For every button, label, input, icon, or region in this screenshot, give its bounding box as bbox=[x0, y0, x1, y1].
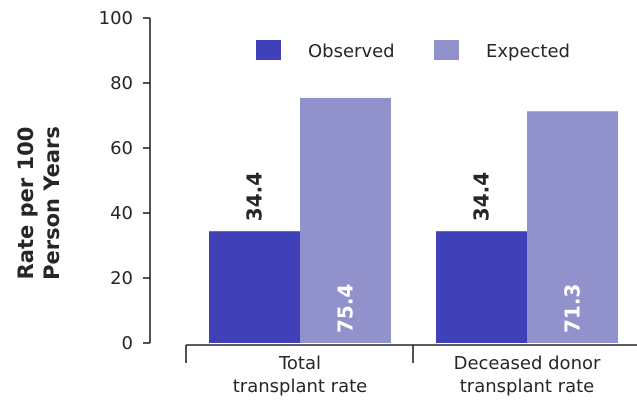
legend-label: Observed bbox=[308, 41, 395, 62]
data-label: 34.4 bbox=[470, 172, 494, 221]
legend-swatch-expected bbox=[434, 40, 459, 60]
data-label: 34.4 bbox=[243, 172, 267, 221]
bar-expected bbox=[300, 97, 391, 343]
bar-observed bbox=[209, 231, 300, 343]
y-tick-label: 80 bbox=[110, 73, 133, 94]
y-axis-label: Person Years bbox=[40, 126, 64, 280]
y-tick-label: 0 bbox=[122, 333, 133, 354]
legend-label: Expected bbox=[486, 41, 570, 62]
data-label: 75.4 bbox=[334, 284, 358, 333]
x-category-label: transplant rate bbox=[233, 376, 367, 397]
y-tick-label: 100 bbox=[99, 8, 133, 29]
x-category-label: Total bbox=[278, 353, 321, 374]
y-tick-label: 20 bbox=[110, 268, 133, 289]
y-tick-label: 60 bbox=[110, 138, 133, 159]
x-category-label: transplant rate bbox=[460, 376, 594, 397]
y-tick-label: 40 bbox=[110, 203, 133, 224]
data-label: 71.3 bbox=[561, 284, 585, 333]
bar-expected bbox=[527, 111, 618, 344]
x-category-label: Deceased donor bbox=[454, 353, 601, 374]
y-axis-label: Rate per 100 bbox=[14, 127, 38, 280]
bar-observed bbox=[436, 231, 527, 343]
legend-swatch-observed bbox=[256, 40, 281, 60]
